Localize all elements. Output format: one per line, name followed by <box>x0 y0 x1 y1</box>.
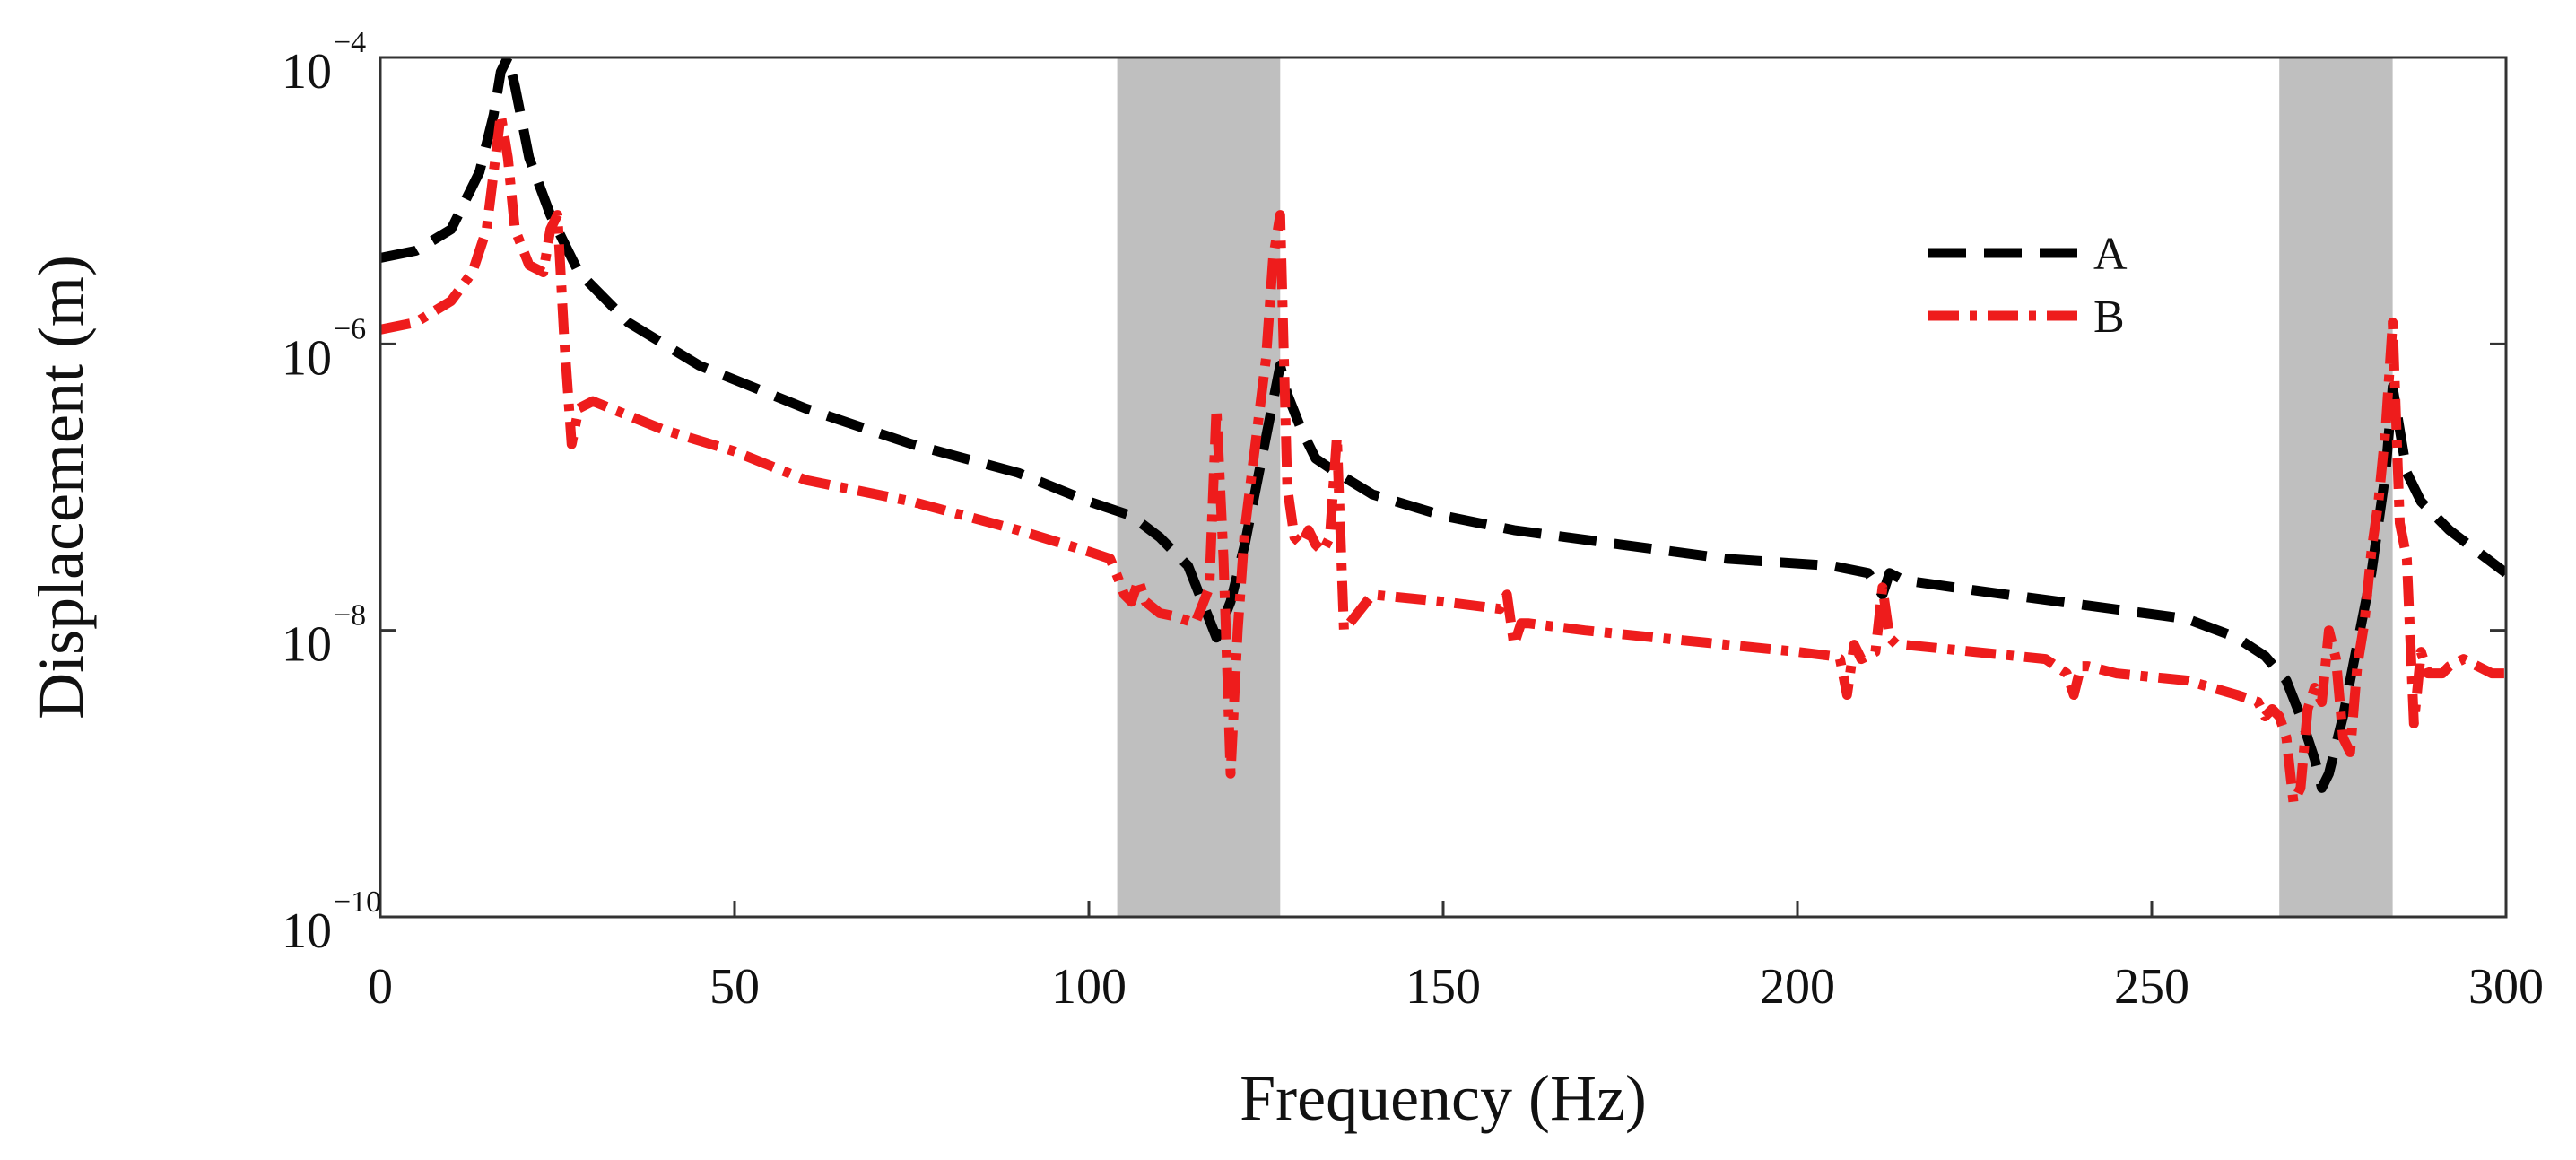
x-axis-title: Frequency (Hz) <box>1240 1062 1647 1134</box>
x-tick-label-0: 0 <box>368 959 393 1015</box>
x-tick-label-150: 150 <box>1405 959 1481 1015</box>
legend-label-a: A <box>2093 229 2128 280</box>
y-tick-exponent-−10: −10 <box>334 885 381 919</box>
legend: A B <box>1928 229 2128 343</box>
legend-label-b: B <box>2093 292 2125 343</box>
y-axis-title: Displacement (m) <box>25 255 97 720</box>
y-axis-ticks: 10−410−610−810−10 <box>282 26 2506 959</box>
y-tick-exponent-−6: −6 <box>334 312 366 345</box>
x-tick-label-200: 200 <box>1760 959 1835 1015</box>
y-tick-label-−4: 10 <box>282 44 332 100</box>
x-tick-label-300: 300 <box>2468 959 2544 1015</box>
y-tick-label-−8: 10 <box>282 617 332 673</box>
x-tick-label-100: 100 <box>1051 959 1127 1015</box>
y-tick-exponent-−4: −4 <box>334 26 366 59</box>
x-axis-ticks: 0 50 100 150 200 250 300 <box>368 901 2544 1015</box>
series-layer <box>380 57 2506 807</box>
y-tick-exponent-−8: −8 <box>334 599 366 632</box>
y-tick-label-−6: 10 <box>282 330 332 386</box>
y-tick-label-−10: 10 <box>282 903 332 959</box>
x-tick-label-250: 250 <box>2114 959 2189 1015</box>
x-tick-label-50: 50 <box>709 959 760 1015</box>
series-line-b <box>380 109 2506 807</box>
series-line-a <box>380 57 2506 793</box>
